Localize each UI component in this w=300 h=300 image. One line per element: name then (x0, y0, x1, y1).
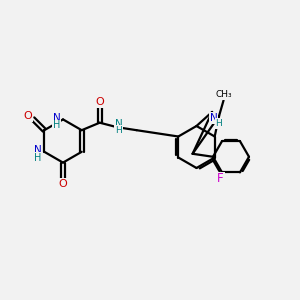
Text: H: H (215, 119, 222, 128)
Text: N: N (115, 118, 122, 129)
Text: H: H (34, 153, 41, 163)
Text: N: N (210, 113, 218, 123)
Text: H: H (53, 120, 60, 130)
Text: CH₃: CH₃ (216, 90, 232, 99)
Text: F: F (217, 172, 224, 185)
Text: N: N (34, 145, 42, 155)
Text: O: O (58, 178, 68, 189)
Text: H: H (115, 126, 122, 135)
Text: N: N (52, 113, 60, 123)
Text: O: O (95, 97, 104, 107)
Text: O: O (23, 111, 32, 121)
